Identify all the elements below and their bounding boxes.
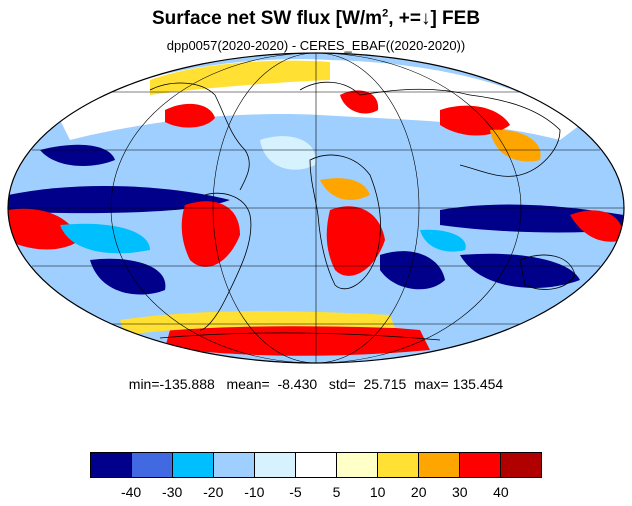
statistics-line: min=-135.888 mean= -8.430 std= 25.715 ma… xyxy=(0,376,632,392)
colorbar-box xyxy=(173,453,214,477)
colorbar-label: -20 xyxy=(193,484,233,500)
colorbar-label: -40 xyxy=(111,484,151,500)
colorbar-label: 30 xyxy=(440,484,480,500)
colorbar-label: 20 xyxy=(399,484,439,500)
colorbar-label: -30 xyxy=(152,484,192,500)
colorbar-box xyxy=(296,453,337,477)
colorbar-box xyxy=(501,453,541,477)
colorbar-box xyxy=(378,453,419,477)
colorbar-box xyxy=(337,453,378,477)
colorbar-label: 40 xyxy=(481,484,521,500)
colorbar-label: 5 xyxy=(317,484,357,500)
colorbar-box xyxy=(460,453,501,477)
colorbar-label: -10 xyxy=(234,484,274,500)
colorbar xyxy=(90,452,542,478)
colorbar-box xyxy=(214,453,255,477)
colorbar-box xyxy=(419,453,460,477)
colorbar-box xyxy=(91,453,132,477)
colorbar-label: 10 xyxy=(358,484,398,500)
colorbar-label: -5 xyxy=(275,484,315,500)
colorbar-box xyxy=(132,453,173,477)
map-field xyxy=(8,53,624,363)
colorbar-labels: -40 -30 -20 -10 -5 5 10 20 30 40 xyxy=(90,484,542,502)
colorbar-box xyxy=(255,453,296,477)
